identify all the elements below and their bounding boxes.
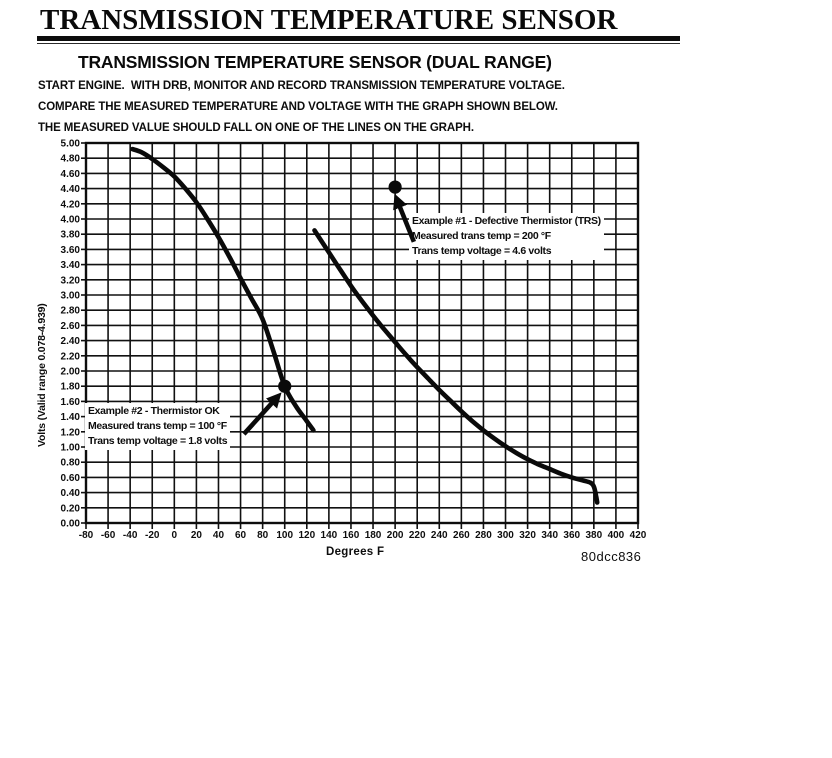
- x-tick-label: 100: [276, 530, 293, 541]
- callout-line: Example #1 - Defective Thermistor (TRS): [412, 215, 601, 227]
- y-tick-label: 0.40: [61, 488, 81, 499]
- plot-border: [84, 141, 640, 525]
- x-tick-label: -20: [145, 530, 160, 541]
- x-tick-label: 60: [235, 530, 247, 541]
- x-tick-label: 240: [431, 530, 448, 541]
- y-tick-label: 1.80: [61, 382, 81, 393]
- y-axis-title: Volts (Valid range 0.078-4.939): [36, 303, 48, 447]
- title-underline-thin: [37, 43, 680, 44]
- x-tick-label: 300: [497, 530, 514, 541]
- x-tick-label: 200: [387, 530, 404, 541]
- figure-id: 80dcc836: [581, 549, 642, 564]
- x-tick-label: 80: [257, 530, 269, 541]
- x-tick-label: 420: [630, 530, 647, 541]
- y-tick-label: 1.40: [61, 412, 81, 423]
- y-tick-label: 1.20: [61, 427, 81, 438]
- x-tick-label: 380: [585, 530, 602, 541]
- x-axis-title: Degrees F: [326, 546, 385, 558]
- y-tick-label: 4.80: [61, 154, 81, 165]
- example-2-arrow: [242, 392, 282, 436]
- x-tick-label: 220: [409, 530, 426, 541]
- y-tick-label: 2.00: [61, 367, 81, 378]
- example-2-callout: Example #2 - Thermistor OK Measured tran…: [85, 403, 231, 450]
- chart-heading: TRANSMISSION TEMPERATURE SENSOR (DUAL RA…: [78, 52, 552, 72]
- callout-line: Measured trans temp = 100 °F: [88, 420, 227, 432]
- y-tick-label: 0.00: [61, 519, 81, 530]
- y-tick-label: 2.60: [61, 321, 81, 332]
- example-2-point: [278, 379, 292, 393]
- y-tick-label: 4.00: [61, 215, 81, 226]
- y-tick-label: 3.60: [61, 245, 81, 256]
- instruction-line-1: START ENGINE. WITH DRB, MONITOR AND RECO…: [38, 80, 565, 92]
- y-tick-label: 1.00: [61, 443, 81, 454]
- y-tick-label: 4.20: [61, 199, 81, 210]
- x-tick-label: 400: [608, 530, 625, 541]
- y-tick-label: 0.60: [61, 473, 81, 484]
- x-tick-label: 20: [191, 530, 203, 541]
- x-tick-label: 180: [365, 530, 382, 541]
- x-tick-label: 260: [453, 530, 470, 541]
- x-tick-label: -60: [101, 530, 116, 541]
- y-tick-label: 4.40: [61, 184, 81, 195]
- grid: [85, 142, 639, 524]
- callout-line: Trans temp voltage = 1.8 volts: [88, 435, 228, 447]
- callout-line: Trans temp voltage = 4.6 volts: [412, 245, 552, 257]
- y-tick-label: 3.20: [61, 275, 81, 286]
- y-tick-label: 1.60: [61, 397, 81, 408]
- x-tick-label: 0: [172, 530, 178, 541]
- page-title: TRANSMISSION TEMPERATURE SENSOR: [40, 4, 618, 36]
- y-tick-label: 3.40: [61, 260, 81, 271]
- title-underline: [37, 36, 680, 41]
- x-tick-label: 120: [298, 530, 315, 541]
- callout-line: Measured trans temp = 200 °F: [412, 230, 551, 242]
- axis-ticks: [81, 142, 639, 529]
- high-range-curve: [312, 228, 600, 505]
- tick-labels: -80 -60 -40 -20 0 20 40 60 80 100 120 140 160 180 200 2…: [61, 139, 647, 542]
- y-tick-label: 4.60: [61, 169, 81, 180]
- x-tick-label: 40: [213, 530, 225, 541]
- y-tick-label: 2.40: [61, 336, 81, 347]
- y-tick-label: 0.80: [61, 458, 81, 469]
- x-tick-label: 160: [343, 530, 360, 541]
- x-tick-label: -40: [123, 530, 138, 541]
- example-1-point: [388, 180, 402, 194]
- x-tick-label: 140: [321, 530, 338, 541]
- instruction-line-2: COMPARE THE MEASURED TEMPERATURE AND VOL…: [38, 101, 558, 113]
- y-tick-label: 2.20: [61, 351, 81, 362]
- instruction-line-3: THE MEASURED VALUE SHOULD FALL ON ONE OF…: [38, 122, 474, 134]
- x-tick-label: -80: [79, 530, 94, 541]
- example-1-callout: Example #1 - Defective Thermistor (TRS) …: [409, 213, 604, 260]
- y-tick-label: 3.00: [61, 291, 81, 302]
- x-tick-label: 280: [475, 530, 492, 541]
- y-tick-label: 2.80: [61, 306, 81, 317]
- callout-line: Example #2 - Thermistor OK: [88, 405, 220, 417]
- x-tick-label: 340: [541, 530, 558, 541]
- low-range-curve: [130, 146, 316, 433]
- x-tick-label: 320: [519, 530, 536, 541]
- y-tick-label: 0.20: [61, 503, 81, 514]
- y-tick-label: 3.80: [61, 230, 81, 241]
- y-tick-label: 5.00: [61, 139, 81, 150]
- x-tick-label: 360: [563, 530, 580, 541]
